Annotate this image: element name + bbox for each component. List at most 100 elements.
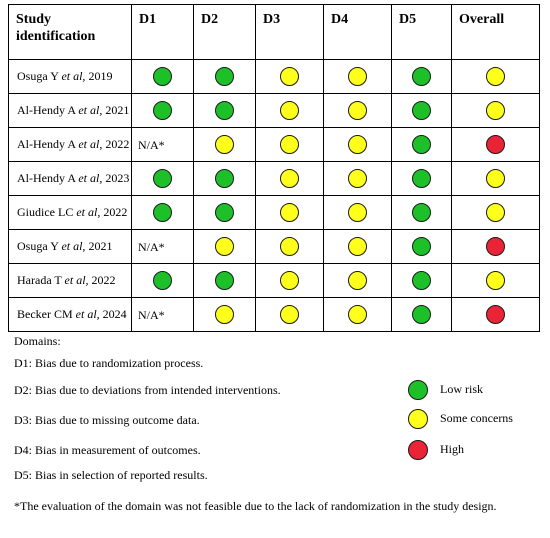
low-risk-circle-icon (412, 305, 431, 324)
low-risk-circle-icon (408, 380, 428, 400)
d4-cell (323, 297, 392, 332)
some-risk-circle-icon (280, 305, 299, 324)
some-concerns-circle-icon (408, 409, 428, 429)
study-year: 2022 (91, 273, 116, 287)
study-et-al: et al, (61, 69, 86, 83)
some-risk-circle-icon (348, 67, 367, 86)
table-row: Giudice LC et al, 2022 (8, 195, 540, 230)
study-author: Al-Hendy A (17, 171, 76, 185)
d5-cell (391, 161, 452, 196)
header-d2: D2 (193, 4, 256, 60)
overall-cell (451, 127, 540, 162)
low-risk-circle-icon (215, 271, 234, 290)
high-risk-circle-icon (486, 305, 505, 324)
some-risk-circle-icon (348, 101, 367, 120)
d3-cell (255, 263, 324, 298)
d2-cell (193, 263, 256, 298)
overall-cell (451, 59, 540, 94)
table-row: Becker CM et al, 2024 N/A* (8, 297, 540, 332)
d3-cell (255, 229, 324, 264)
d5-cell (391, 229, 452, 264)
not-applicable-label: N/A* (138, 308, 165, 322)
table-row: Osuga Y et al, 2019 (8, 59, 540, 94)
study-year: 2023 (105, 171, 130, 185)
domain-d5-desc: D5: Bias in selection of reported result… (14, 468, 208, 482)
d3-cell (255, 161, 324, 196)
risk-of-bias-table: Study identification D1 D2 D3 D4 D5 Over… (8, 4, 540, 332)
domain-d4-desc: D4: Bias in measurement of outcomes. (14, 443, 201, 457)
low-risk-circle-icon (412, 135, 431, 154)
d3-cell (255, 297, 324, 332)
some-risk-circle-icon (280, 237, 299, 256)
low-risk-circle-icon (412, 169, 431, 188)
low-risk-circle-icon (153, 101, 172, 120)
d5-cell (391, 195, 452, 230)
domain-d2-desc: D2: Bias due to deviations from intended… (14, 383, 281, 397)
some-risk-circle-icon (486, 67, 505, 86)
legend-low-label: Low risk (440, 381, 483, 396)
domain-d1-desc: D1: Bias due to randomization process. (14, 356, 204, 370)
study-author: Osuga Y (17, 69, 59, 83)
high-risk-circle-icon (408, 440, 428, 460)
legend-some-label: Some concerns (440, 410, 513, 425)
d4-cell (323, 93, 392, 128)
overall-cell (451, 297, 540, 332)
some-risk-circle-icon (348, 135, 367, 154)
header-d3: D3 (255, 4, 324, 60)
study-year: 2022 (103, 205, 128, 219)
some-risk-circle-icon (486, 101, 505, 120)
low-risk-circle-icon (215, 203, 234, 222)
d2-cell (193, 127, 256, 162)
table-row: Harada T et al, 2022 (8, 263, 540, 298)
study-author: Al-Hendy A (17, 137, 76, 151)
low-risk-circle-icon (215, 101, 234, 120)
study-cell: Osuga Y et al, 2021 (8, 229, 132, 264)
overall-cell (451, 263, 540, 298)
d1-cell (131, 59, 194, 94)
header-row: Study identification D1 D2 D3 D4 D5 Over… (8, 4, 540, 60)
d1-cell: N/A* (131, 127, 194, 162)
d4-cell (323, 127, 392, 162)
header-overall: Overall (451, 4, 540, 60)
high-risk-circle-icon (486, 135, 505, 154)
low-risk-circle-icon (153, 169, 172, 188)
low-risk-circle-icon (412, 101, 431, 120)
d1-cell (131, 161, 194, 196)
study-et-al: et al, (76, 205, 101, 219)
some-risk-circle-icon (348, 203, 367, 222)
overall-cell (451, 161, 540, 196)
d5-cell (391, 93, 452, 128)
d3-cell (255, 127, 324, 162)
study-year: 2021 (105, 103, 130, 117)
low-risk-circle-icon (412, 67, 431, 86)
some-risk-circle-icon (486, 203, 505, 222)
legend-low-risk: Low risk (408, 380, 483, 400)
some-risk-circle-icon (348, 169, 367, 188)
d4-cell (323, 229, 392, 264)
some-risk-circle-icon (280, 101, 299, 120)
study-et-al: et al, (64, 273, 89, 287)
d5-cell (391, 59, 452, 94)
legend-high: High (408, 440, 464, 460)
header-d5: D5 (391, 4, 452, 60)
legend-some-concerns: Some concerns (408, 409, 513, 429)
study-cell: Giudice LC et al, 2022 (8, 195, 132, 230)
d2-cell (193, 93, 256, 128)
study-et-al: et al, (75, 307, 100, 321)
d1-cell (131, 195, 194, 230)
d5-cell (391, 263, 452, 298)
header-d4: D4 (323, 4, 392, 60)
d4-cell (323, 195, 392, 230)
some-risk-circle-icon (348, 271, 367, 290)
d3-cell (255, 59, 324, 94)
low-risk-circle-icon (412, 271, 431, 290)
table-body: Osuga Y et al, 2019 Al-Hendy A et al, 202… (8, 59, 540, 332)
header-d1: D1 (131, 4, 194, 60)
table-row: Al-Hendy A et al, 2021 (8, 93, 540, 128)
not-applicable-label: N/A* (138, 138, 165, 152)
overall-cell (451, 195, 540, 230)
study-cell: Becker CM et al, 2024 (8, 297, 132, 332)
some-risk-circle-icon (280, 271, 299, 290)
d2-cell (193, 229, 256, 264)
d4-cell (323, 161, 392, 196)
